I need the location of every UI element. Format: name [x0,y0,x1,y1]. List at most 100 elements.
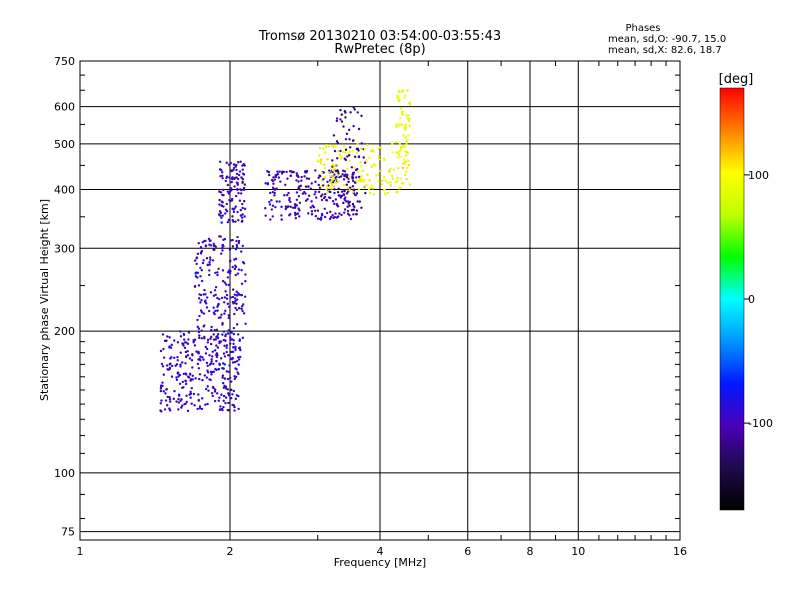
scatter-point [196,271,200,275]
colorbar [719,87,745,511]
scatter-point [221,171,224,174]
scatter-point [188,373,192,376]
scatter-point [237,356,240,359]
scatter-point [216,305,219,308]
scatter-point [344,173,347,176]
scatter-point [201,378,204,382]
scatter-point [270,178,274,182]
scatter-point [382,157,386,160]
scatter-point [405,114,408,117]
scatter-point [194,271,198,274]
scatter-point [190,402,193,405]
scatter-point [220,393,223,396]
scatter-point [290,170,293,173]
scatter-point [199,266,202,270]
scatter-point [327,196,331,199]
scatter-point [235,176,238,179]
scatter-point [355,151,359,155]
scatter-point [320,171,323,175]
colorbar-ticks: 100 0 -100 [744,169,773,430]
scatter-point [318,174,322,178]
scatter-point [223,301,226,304]
scatter-point [300,175,303,179]
scatter-point [233,185,236,188]
x-tick-label: 10 [571,545,585,558]
scatter-point [234,397,238,401]
scatter-point [281,170,284,173]
scatter-point [333,167,336,171]
scatter-point [219,235,222,238]
scatter-point [348,150,352,153]
scatter-point [227,163,231,166]
scatter-point [225,283,228,286]
scatter-point [229,336,232,339]
scatter-point [197,242,200,245]
scatter-point [237,333,240,336]
scatter-point [222,399,225,403]
scatter-point [212,306,215,309]
scatter-point [289,205,292,208]
scatter-point [199,246,203,249]
scatter-point [297,180,300,183]
scatter-point [234,247,238,251]
scatter-point [357,175,361,179]
scatter-point [344,138,348,141]
scatter-point [178,382,182,386]
scatter-point [368,179,371,182]
scatter-point [214,338,217,341]
scatter-point [327,145,331,148]
scatter-point [228,190,232,193]
scatter-point [160,362,164,366]
scatter-point [319,160,322,163]
scatter-point [196,362,200,366]
scatter-point [213,349,217,352]
scatter-point [357,170,360,173]
scatter-point [232,210,236,214]
scatter-point [165,404,169,407]
scatter-point [404,154,408,157]
scatter-point [329,190,332,194]
scatter-point [334,212,337,215]
scatter-point [227,394,231,397]
scatter-point [318,146,322,150]
scatter-point [230,388,233,392]
scatter-point [188,393,191,396]
scatter-point [234,306,237,310]
scatter-point [345,175,349,179]
scatter-point [295,191,299,194]
scatter-point [173,339,176,342]
scatter-point [346,200,350,203]
scatter-point [235,302,238,305]
scatter-point [225,370,228,373]
scatter-point [241,172,245,175]
scatter-point [280,205,283,209]
scatter-point [218,340,221,343]
scatter-point [231,245,235,248]
scatter-point [239,208,242,212]
scatter-point [208,239,212,243]
scatter-point [199,301,202,304]
scatter-point [364,191,367,195]
scatter-point [401,110,404,113]
scatter-point [177,371,180,374]
scatter-point [243,199,246,203]
scatter-point [355,212,359,216]
scatter-point [235,181,239,184]
scatter-point [206,263,210,267]
scatter-point [346,167,349,171]
scatter-point [216,346,220,349]
scatter-point [201,240,204,244]
scatter-point [225,344,229,347]
scatter-point [270,198,273,202]
scatter-point [328,175,332,178]
scatter-point [208,354,211,357]
scatter-point [313,193,316,196]
scatter-point [231,265,234,269]
scatter-point [408,117,411,121]
scatter-point [343,198,346,201]
scatter-point [186,409,190,413]
scatter-point [232,342,235,346]
scatter-point [330,174,334,178]
scatter-point [298,201,302,205]
